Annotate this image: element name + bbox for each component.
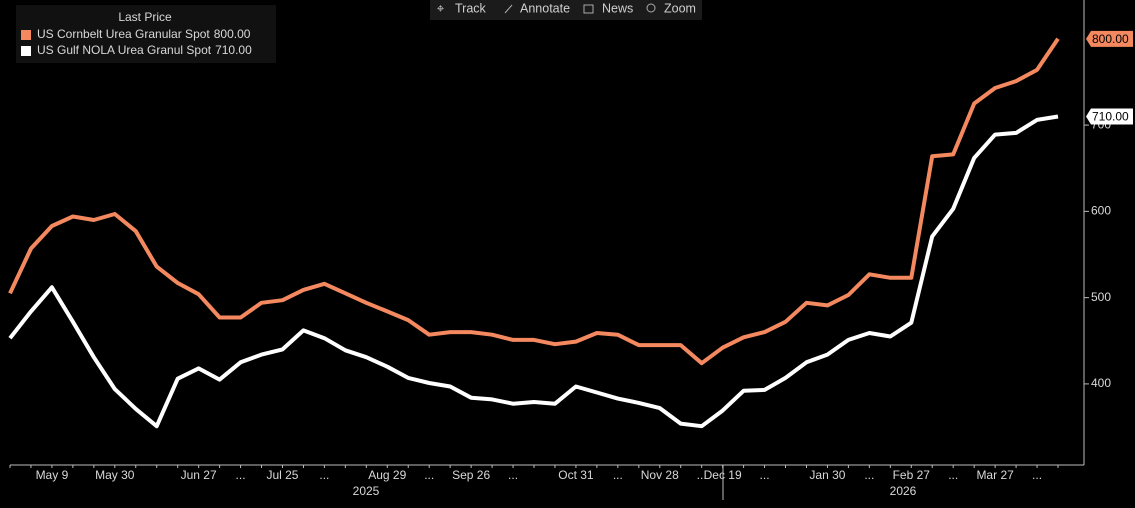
x-tick-label: ... bbox=[613, 468, 623, 482]
x-tick-label: Feb 27 bbox=[893, 468, 931, 482]
x-tick-label: Mar 27 bbox=[976, 468, 1014, 482]
zoom-button[interactable]: Zoom bbox=[646, 1, 696, 15]
x-tick-label: Sep 26 bbox=[452, 468, 490, 482]
news-icon bbox=[583, 4, 594, 14]
year-label: 2026 bbox=[890, 484, 917, 498]
x-tick-label: Aug 29 bbox=[368, 468, 406, 482]
year-label: 2025 bbox=[353, 484, 380, 498]
button-label[interactable]: Annotate bbox=[520, 1, 570, 15]
price-tag bbox=[1086, 30, 1133, 47]
x-tick-label: May 9 bbox=[36, 468, 69, 482]
legend-label: US Gulf NOLA Urea Granul Spot 710.00 bbox=[37, 43, 252, 57]
x-tick-label: ... bbox=[424, 468, 434, 482]
button-label[interactable]: Zoom bbox=[664, 1, 696, 15]
x-tick-label: ... bbox=[508, 468, 518, 482]
y-tick-label: 600 bbox=[1091, 204, 1111, 218]
track-icon: ⌖ bbox=[437, 1, 445, 15]
button-label[interactable]: News bbox=[602, 1, 633, 15]
track-button[interactable]: ⌖ Track bbox=[437, 1, 487, 15]
button-label[interactable]: Track bbox=[455, 1, 487, 15]
series-line bbox=[8, 37, 1060, 366]
toolbar: ⌖ Track Annotate News Zoom bbox=[430, 0, 702, 20]
legend-swatch bbox=[21, 46, 31, 56]
x-tick-label: ... bbox=[697, 468, 707, 482]
price-tag-label: 800.00 bbox=[1092, 32, 1129, 46]
zoom-icon bbox=[646, 3, 656, 13]
x-tick-label: Oct 31 bbox=[558, 468, 594, 482]
x-tick-label: May 30 bbox=[95, 468, 135, 482]
legend-last: 710.00 bbox=[215, 43, 252, 57]
news-button[interactable]: News bbox=[583, 1, 633, 15]
x-tick-label: ... bbox=[319, 468, 329, 482]
legend-label: US Cornbelt Urea Granular Spot 800.00 bbox=[37, 27, 251, 41]
toolbar-bg bbox=[430, 0, 702, 20]
annotate-button[interactable]: Annotate bbox=[504, 1, 570, 15]
legend-name: US Gulf NOLA Urea Granul Spot bbox=[37, 43, 212, 57]
x-tick-label: ... bbox=[760, 468, 770, 482]
legend-title: Last Price bbox=[118, 10, 172, 24]
legend-bg bbox=[16, 5, 276, 63]
x-tick-label: Jan 30 bbox=[809, 468, 845, 482]
legend: Last Price US Cornbelt Urea Granular Spo… bbox=[16, 5, 276, 63]
x-tick-label: Jun 27 bbox=[181, 468, 217, 482]
x-tick-label: Nov 28 bbox=[641, 468, 679, 482]
x-tick-label: ... bbox=[1032, 468, 1042, 482]
legend-last: 800.00 bbox=[214, 27, 251, 41]
price-tag-label: 710.00 bbox=[1092, 110, 1129, 124]
series-line bbox=[8, 114, 1059, 429]
annotate-icon bbox=[504, 4, 513, 14]
x-tick-label: ... bbox=[948, 468, 958, 482]
y-tick-label: 400 bbox=[1091, 376, 1111, 390]
legend-swatch bbox=[21, 30, 31, 40]
legend-name: US Cornbelt Urea Granular Spot bbox=[37, 27, 210, 41]
price-tag bbox=[1086, 108, 1133, 125]
x-tick-label: Jul 25 bbox=[266, 468, 298, 482]
y-tick-label: 500 bbox=[1091, 290, 1111, 304]
x-tick-label: ... bbox=[236, 468, 246, 482]
x-tick-label: ... bbox=[864, 468, 874, 482]
